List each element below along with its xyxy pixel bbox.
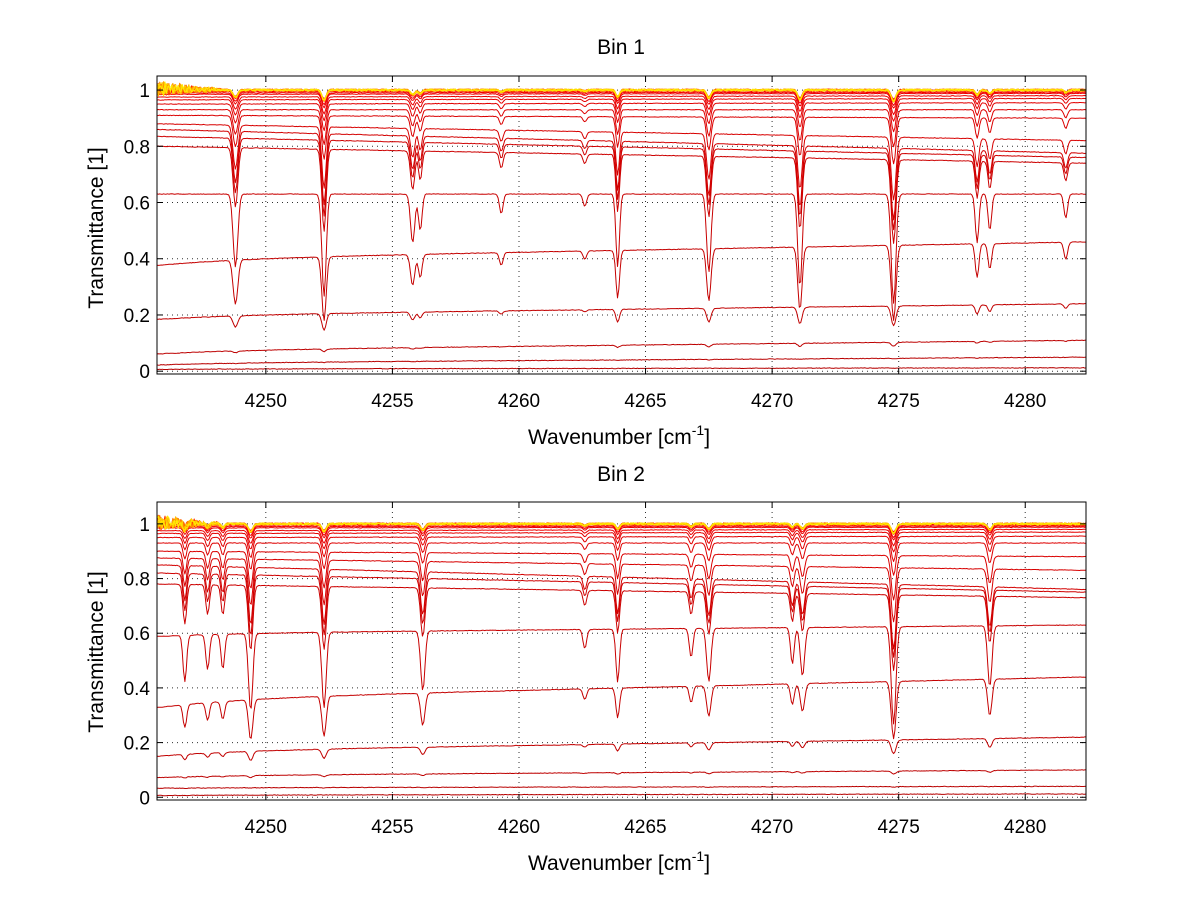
spectrum-line (156, 135, 1087, 231)
chart-title: Bin 1 (597, 36, 645, 59)
spectra-series (156, 514, 1087, 797)
x-tick-label: 4250 (245, 817, 287, 838)
spectrum-line (156, 91, 1087, 106)
y-tick-labels: 0 0.2 0.4 0.6 0.8 1 (124, 515, 1086, 809)
x-tick-label: 4275 (878, 817, 920, 838)
x-tick-label: 4265 (624, 391, 666, 412)
spectrum-line (156, 339, 1087, 355)
x-tick-label: 4275 (878, 391, 920, 412)
x-tick-label: 4260 (498, 817, 540, 838)
y-tick-label: 0.6 (124, 624, 150, 645)
spectra-series (156, 81, 1087, 370)
spectrum-line (156, 81, 1087, 103)
x-tick-label: 4280 (1004, 391, 1046, 412)
x-axis-label: Wavenumber [cm-1] (528, 422, 710, 449)
spectrum-line (157, 557, 1087, 623)
y-tick-label: 0.4 (124, 250, 151, 271)
axes-frame (156, 501, 1087, 801)
spectrum-line (156, 572, 1087, 658)
x-tick-label: 4250 (245, 391, 287, 412)
spectrum-line (156, 528, 1087, 547)
x-tick-label: 4270 (751, 817, 793, 838)
y-tick-label: 0 (139, 362, 150, 383)
spectrum-line (156, 517, 1087, 535)
spectrum-line (156, 531, 1087, 553)
chart-bin-1: Bin 1 4250 4255 4260 4265 4270 4275 4280 00.20… (85, 36, 1087, 449)
chart-title: Bin 2 (597, 463, 645, 486)
spectrum-line (156, 114, 1087, 165)
y-tick-label: 1 (139, 515, 150, 536)
spectrum-line (156, 241, 1086, 321)
spectrum-line (156, 95, 1087, 116)
spectrum-line (156, 367, 1087, 370)
spectrum-line (156, 515, 1087, 534)
spectrum-line (156, 550, 1087, 601)
spectrum-line (156, 736, 1086, 761)
x-tick-label: 4270 (751, 391, 793, 412)
y-tick-label: 0.2 (124, 306, 150, 327)
axes-frame (156, 75, 1087, 375)
x-tick-labels: 4250 4255 4260 4265 4270 4275 4280 (245, 76, 1046, 412)
spectrum-line (156, 109, 1087, 148)
x-tick-labels: 4250 4255 4260 4265 4270 4275 4280 (245, 502, 1046, 838)
spectrum-line (156, 535, 1086, 562)
spectrum-line (156, 123, 1087, 201)
spectrum-line (156, 583, 1087, 671)
spectrum-line (156, 193, 1086, 304)
spectrum-line (156, 542, 1087, 576)
spectrum-line (156, 128, 1087, 221)
y-tick-label: 0.6 (124, 194, 150, 215)
spectrum-line (156, 564, 1087, 650)
spectrum-line (156, 526, 1087, 541)
y-tick-label: 1 (139, 81, 150, 102)
spectrum-line (156, 102, 1087, 133)
y-tick-labels: 0 0.2 0.4 0.6 0.8 1 (124, 81, 1086, 383)
x-axis-label: Wavenumber [cm-1] (528, 848, 710, 875)
y-tick-label: 0.4 (124, 679, 151, 700)
y-axis-label: Transmittance [1] (85, 571, 108, 732)
spectrum-line (156, 525, 1087, 538)
spectrum-line (156, 97, 1086, 122)
spectrum-line (157, 303, 1087, 331)
x-tick-label: 4255 (371, 817, 413, 838)
y-tick-label: 0.8 (124, 570, 150, 591)
spectrum-line (156, 82, 1087, 103)
spectrum-line (156, 356, 1087, 366)
chart-bin-2: Bin 2 4250 4255 4260 4265 4270 4275 4280 00.20… (85, 463, 1087, 875)
y-tick-label: 0 (139, 788, 150, 809)
x-tick-label: 4255 (371, 391, 413, 412)
spectrum-line (156, 676, 1086, 740)
spectrum-line (157, 145, 1087, 244)
spectrum-line (156, 785, 1087, 789)
x-tick-label: 4280 (1004, 817, 1046, 838)
y-tick-label: 0.8 (124, 137, 150, 158)
x-tick-label: 4265 (624, 817, 666, 838)
y-tick-label: 0.2 (124, 734, 150, 755)
spectrum-line (157, 793, 1087, 797)
spectrum-line (157, 624, 1087, 725)
spectrum-line (156, 769, 1087, 779)
spectrum-line (156, 92, 1087, 109)
y-axis-label: Transmittance [1] (85, 147, 108, 308)
x-tick-label: 4260 (498, 391, 540, 412)
